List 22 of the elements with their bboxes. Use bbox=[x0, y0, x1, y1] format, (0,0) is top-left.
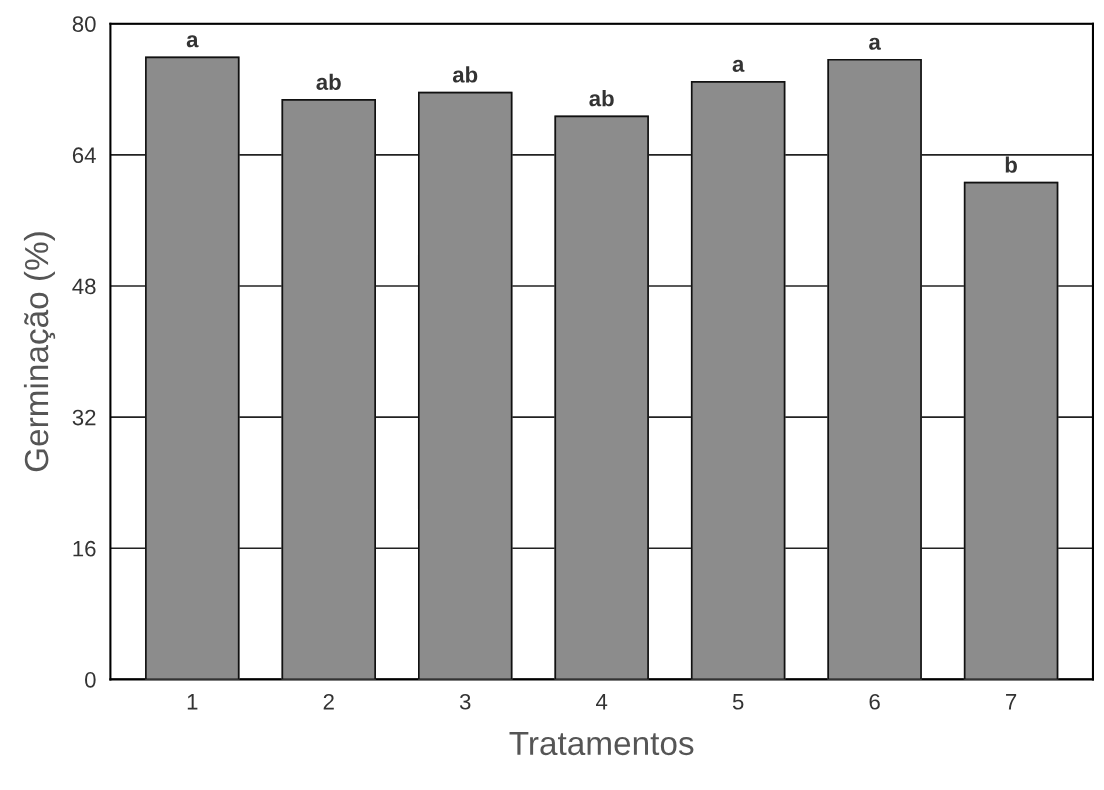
y-axis-title: Germinação (%) bbox=[23, 232, 56, 472]
annotation: ab bbox=[589, 90, 614, 107]
x-tick-label: 1 bbox=[187, 694, 198, 710]
annotation: b bbox=[1005, 156, 1017, 173]
x-axis-title: Tratamentos bbox=[509, 731, 694, 756]
x-tick-label: 6 bbox=[869, 693, 880, 710]
annotation: ab bbox=[452, 66, 478, 83]
y-tick-label: 64 bbox=[72, 147, 96, 164]
x-tick-label: 7 bbox=[1006, 694, 1017, 710]
x-tick-label: 5 bbox=[732, 694, 744, 710]
annotation: a bbox=[186, 35, 199, 48]
y-tick-label: 0 bbox=[85, 671, 96, 688]
annotation: a bbox=[869, 37, 881, 50]
x-tick-label: 2 bbox=[323, 693, 334, 710]
x-tick-label: 4 bbox=[596, 694, 608, 710]
annotation: ab bbox=[316, 73, 341, 90]
x-tick-label: 3 bbox=[459, 693, 471, 710]
y-tick-label: 16 bbox=[73, 540, 96, 557]
y-tick-label: 32 bbox=[72, 409, 96, 426]
annotation: a bbox=[732, 59, 745, 72]
y-tick-label: 80 bbox=[72, 16, 96, 32]
y-tick-label: 48 bbox=[72, 278, 96, 295]
